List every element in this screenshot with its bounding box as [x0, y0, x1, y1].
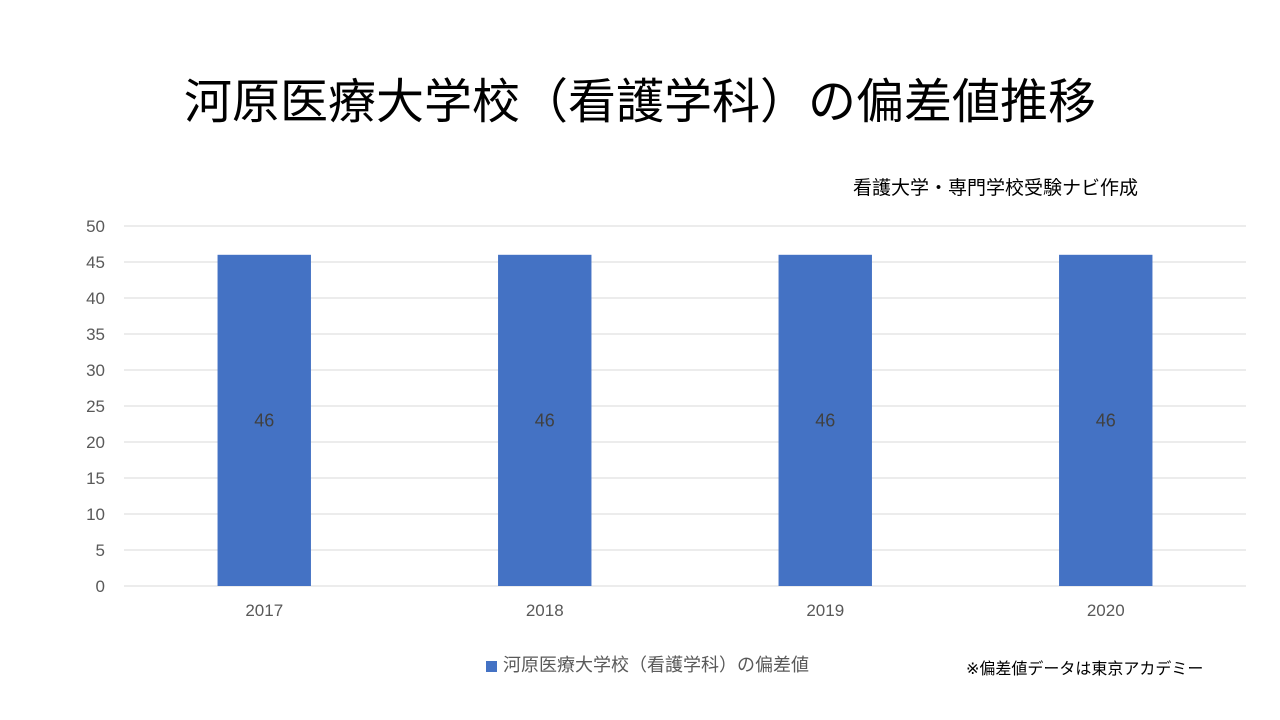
- y-axis-ticks: 0 5 10 15 20 25 30 35 40 45 50: [86, 217, 105, 596]
- data-label-2019: 46: [815, 410, 835, 430]
- y-tick-label: 5: [96, 541, 105, 560]
- chart-subtitle: 看護大学・専門学校受験ナビ作成: [853, 177, 1139, 199]
- y-tick-label: 30: [86, 361, 105, 380]
- y-tick-label: 45: [86, 253, 105, 272]
- y-tick-label: 35: [86, 325, 105, 344]
- y-tick-label: 25: [86, 397, 105, 416]
- legend-swatch: [486, 660, 497, 672]
- bar-2019: [778, 254, 872, 587]
- y-tick-label: 0: [96, 577, 105, 596]
- y-tick-label: 40: [86, 289, 105, 308]
- data-label-2020: 46: [1096, 410, 1116, 430]
- data-label-2018: 46: [535, 410, 555, 430]
- data-labels: 46 46 46 46: [254, 410, 1116, 430]
- x-tick-label-2020: 2020: [1087, 601, 1125, 620]
- x-tick-label-2017: 2017: [245, 601, 283, 620]
- footnote: ※偏差値データは東京アカデミー: [966, 659, 1204, 678]
- bar-2018: [498, 254, 592, 587]
- bar-2017: [217, 254, 311, 587]
- x-tick-label-2019: 2019: [806, 601, 844, 620]
- legend-label: 河原医療大学校（看護学科）の偏差値: [503, 655, 809, 676]
- y-tick-label: 10: [86, 505, 105, 524]
- bar-series: [217, 254, 1153, 587]
- x-tick-label-2018: 2018: [526, 601, 564, 620]
- chart-title: 河原医療大学校（看護学科）の偏差値推移: [183, 74, 1096, 130]
- legend: 河原医療大学校（看護学科）の偏差値: [486, 654, 809, 678]
- y-tick-label: 15: [86, 469, 105, 488]
- y-tick-label: 50: [86, 217, 105, 236]
- bar-2020: [1059, 254, 1153, 587]
- x-axis-ticks: 2017 2018 2019 2020: [245, 601, 1124, 620]
- y-tick-label: 20: [86, 433, 105, 452]
- data-label-2017: 46: [254, 410, 274, 430]
- grid-lines: [124, 225, 1246, 587]
